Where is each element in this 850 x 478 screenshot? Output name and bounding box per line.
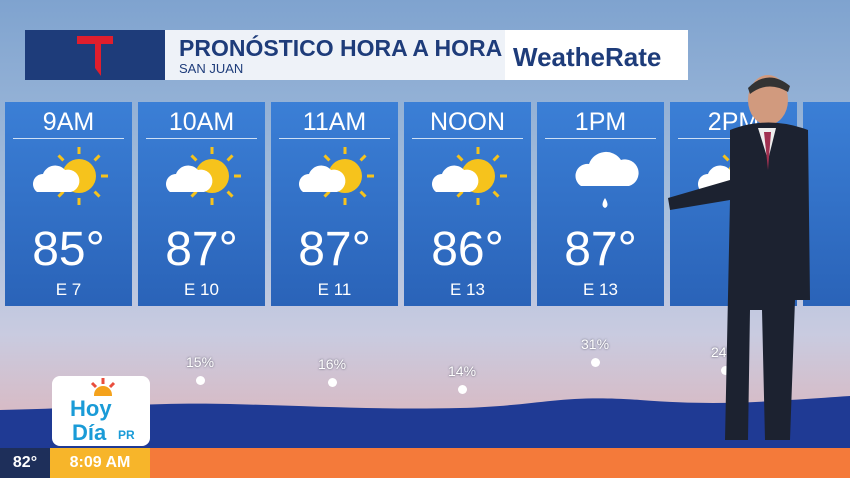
tile-divider xyxy=(545,138,656,139)
show-logo: Hoy Día PR xyxy=(52,376,150,446)
title-box: PRONÓSTICO HORA A HORA SAN JUAN xyxy=(165,30,505,80)
title: PRONÓSTICO HORA A HORA xyxy=(179,35,503,61)
weather-icon xyxy=(575,151,639,208)
location: SAN JUAN xyxy=(179,61,244,76)
tile-wind: E 13 xyxy=(450,280,485,299)
tile-temp: 85° xyxy=(32,223,105,276)
precip-label: 14% xyxy=(448,363,477,379)
tile-temp: 87° xyxy=(298,223,371,276)
ticker-bar: 82° 8:09 AM xyxy=(0,448,850,478)
ticker-time: 8:09 AM xyxy=(50,448,150,478)
network-logo-box xyxy=(25,30,165,80)
tile-time: 9AM xyxy=(42,108,95,136)
presenter xyxy=(668,75,810,440)
tile-wind: E 13 xyxy=(583,280,618,299)
brand-box: WeatheRate xyxy=(505,30,688,80)
tile-wind: E 11 xyxy=(317,280,352,299)
logo-suffix: PR xyxy=(118,428,135,442)
weather-icon xyxy=(33,147,108,205)
tile-temp: 87° xyxy=(165,223,238,276)
precip-dot xyxy=(591,358,600,367)
tile-time: 11AM xyxy=(302,108,367,136)
logo-line2: Día xyxy=(72,420,107,445)
tile-divider xyxy=(412,138,523,139)
precip-label: 31% xyxy=(581,336,610,352)
tile-wind: E 7 xyxy=(55,280,82,299)
precip-dot xyxy=(458,385,467,394)
precip-dot xyxy=(721,366,730,375)
tile-divider xyxy=(146,138,257,139)
brand: WeatheRate xyxy=(513,42,662,72)
tile-partial xyxy=(803,102,850,306)
forecast-tile: 1PM 87° E 13 xyxy=(537,102,664,306)
tile-time: 1PM xyxy=(574,108,627,136)
tile-time: 10AM xyxy=(168,108,235,136)
weather-icon xyxy=(166,147,241,205)
tile-time: NOON xyxy=(430,108,505,136)
tile-temp: 87° xyxy=(564,223,637,276)
forecast-tile: NOON 86° E 13 xyxy=(404,102,531,306)
forecast-tile: 11AM 87° E 11 xyxy=(271,102,398,306)
forecast-tile: 9AM 85° E 7 xyxy=(5,102,132,306)
weather-icon xyxy=(432,147,507,205)
tile-divider xyxy=(13,138,124,139)
forecast-tile: 10AM 87° E 10 xyxy=(138,102,265,306)
weather-icon xyxy=(299,147,374,205)
tile-temp: 86° xyxy=(431,223,504,276)
precip-dot xyxy=(328,378,337,387)
logo-line1: Hoy xyxy=(70,396,112,421)
precip-label: 16% xyxy=(318,356,347,372)
tile-divider xyxy=(279,138,390,139)
precip-wave xyxy=(0,396,850,450)
ticker-temp: 82° xyxy=(0,448,50,478)
tile-wind: E 10 xyxy=(184,280,219,299)
precip-label: 15% xyxy=(186,354,215,370)
precip-dot xyxy=(196,376,205,385)
